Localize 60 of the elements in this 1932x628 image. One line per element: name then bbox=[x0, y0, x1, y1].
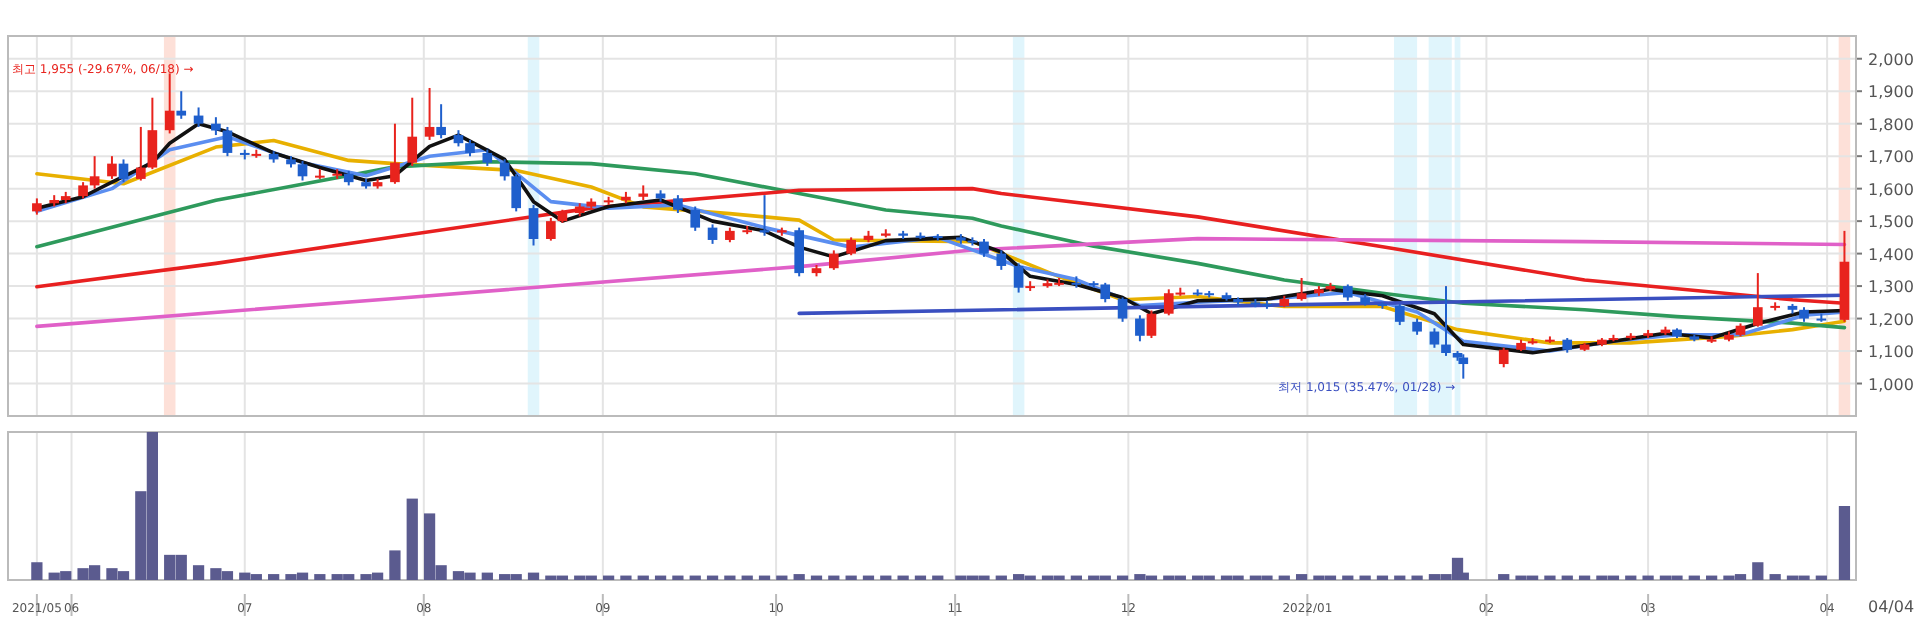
y-tick-label: 1,600 bbox=[1868, 180, 1914, 199]
candlestick bbox=[1458, 353, 1469, 380]
candlestick bbox=[107, 155, 117, 180]
bar bbox=[314, 574, 326, 580]
y-tick-label: 1,300 bbox=[1868, 278, 1914, 297]
candlestick bbox=[1394, 302, 1405, 327]
line-series bbox=[35, 159, 1847, 330]
candlestick bbox=[1498, 346, 1509, 369]
bar bbox=[192, 565, 205, 580]
line-series bbox=[35, 236, 1847, 329]
y-tick-label: 1,200 bbox=[1868, 310, 1914, 329]
candlestick bbox=[193, 106, 204, 128]
candlestick bbox=[424, 86, 435, 141]
y-tick-label: 1,000 bbox=[1868, 375, 1914, 394]
candlestick bbox=[707, 223, 718, 245]
candlestick bbox=[690, 205, 701, 232]
candlestick bbox=[511, 173, 522, 213]
y-tick-label: 1,700 bbox=[1868, 148, 1914, 167]
bar bbox=[793, 574, 805, 580]
y-tick-label: 1,100 bbox=[1868, 343, 1914, 362]
candlestick bbox=[136, 125, 146, 182]
candlestick bbox=[436, 103, 446, 140]
bar bbox=[481, 572, 493, 580]
candlestick bbox=[996, 249, 1007, 271]
y-tick-label: 2,000 bbox=[1868, 50, 1914, 69]
candlestick bbox=[1429, 327, 1440, 349]
bar bbox=[1752, 562, 1764, 580]
candlestick bbox=[546, 216, 556, 242]
candlestick bbox=[1013, 262, 1024, 294]
candlestick bbox=[794, 226, 804, 278]
candlestick bbox=[829, 249, 839, 271]
y-tick-label: 1,500 bbox=[1868, 213, 1914, 232]
candlestick bbox=[528, 203, 539, 247]
candlestick bbox=[89, 155, 100, 190]
y-tick-label: 1,400 bbox=[1868, 245, 1914, 264]
candlestick bbox=[1441, 285, 1451, 357]
candlestick bbox=[1117, 296, 1128, 323]
candlestick bbox=[118, 158, 129, 184]
candlestick bbox=[1296, 276, 1307, 302]
candlestick bbox=[297, 160, 308, 182]
candlestick bbox=[176, 90, 187, 120]
candlestick bbox=[222, 125, 233, 158]
bar bbox=[268, 574, 280, 580]
bar bbox=[527, 572, 540, 580]
bar bbox=[389, 550, 401, 580]
candlestick bbox=[1146, 309, 1157, 340]
bar bbox=[1498, 574, 1510, 580]
bar bbox=[1838, 506, 1851, 580]
candlestick bbox=[407, 96, 418, 167]
y-tick-label: 1,800 bbox=[1868, 115, 1914, 134]
candlestick bbox=[164, 72, 175, 135]
bar bbox=[31, 562, 43, 580]
bar bbox=[406, 498, 418, 580]
y-tick-label: 1,900 bbox=[1868, 83, 1914, 102]
candlestick bbox=[147, 96, 158, 171]
bar bbox=[1769, 574, 1781, 580]
candlestick bbox=[1135, 314, 1145, 343]
candlestick bbox=[390, 122, 400, 185]
text: 04/04 bbox=[1868, 598, 1915, 616]
bar bbox=[1295, 574, 1308, 580]
